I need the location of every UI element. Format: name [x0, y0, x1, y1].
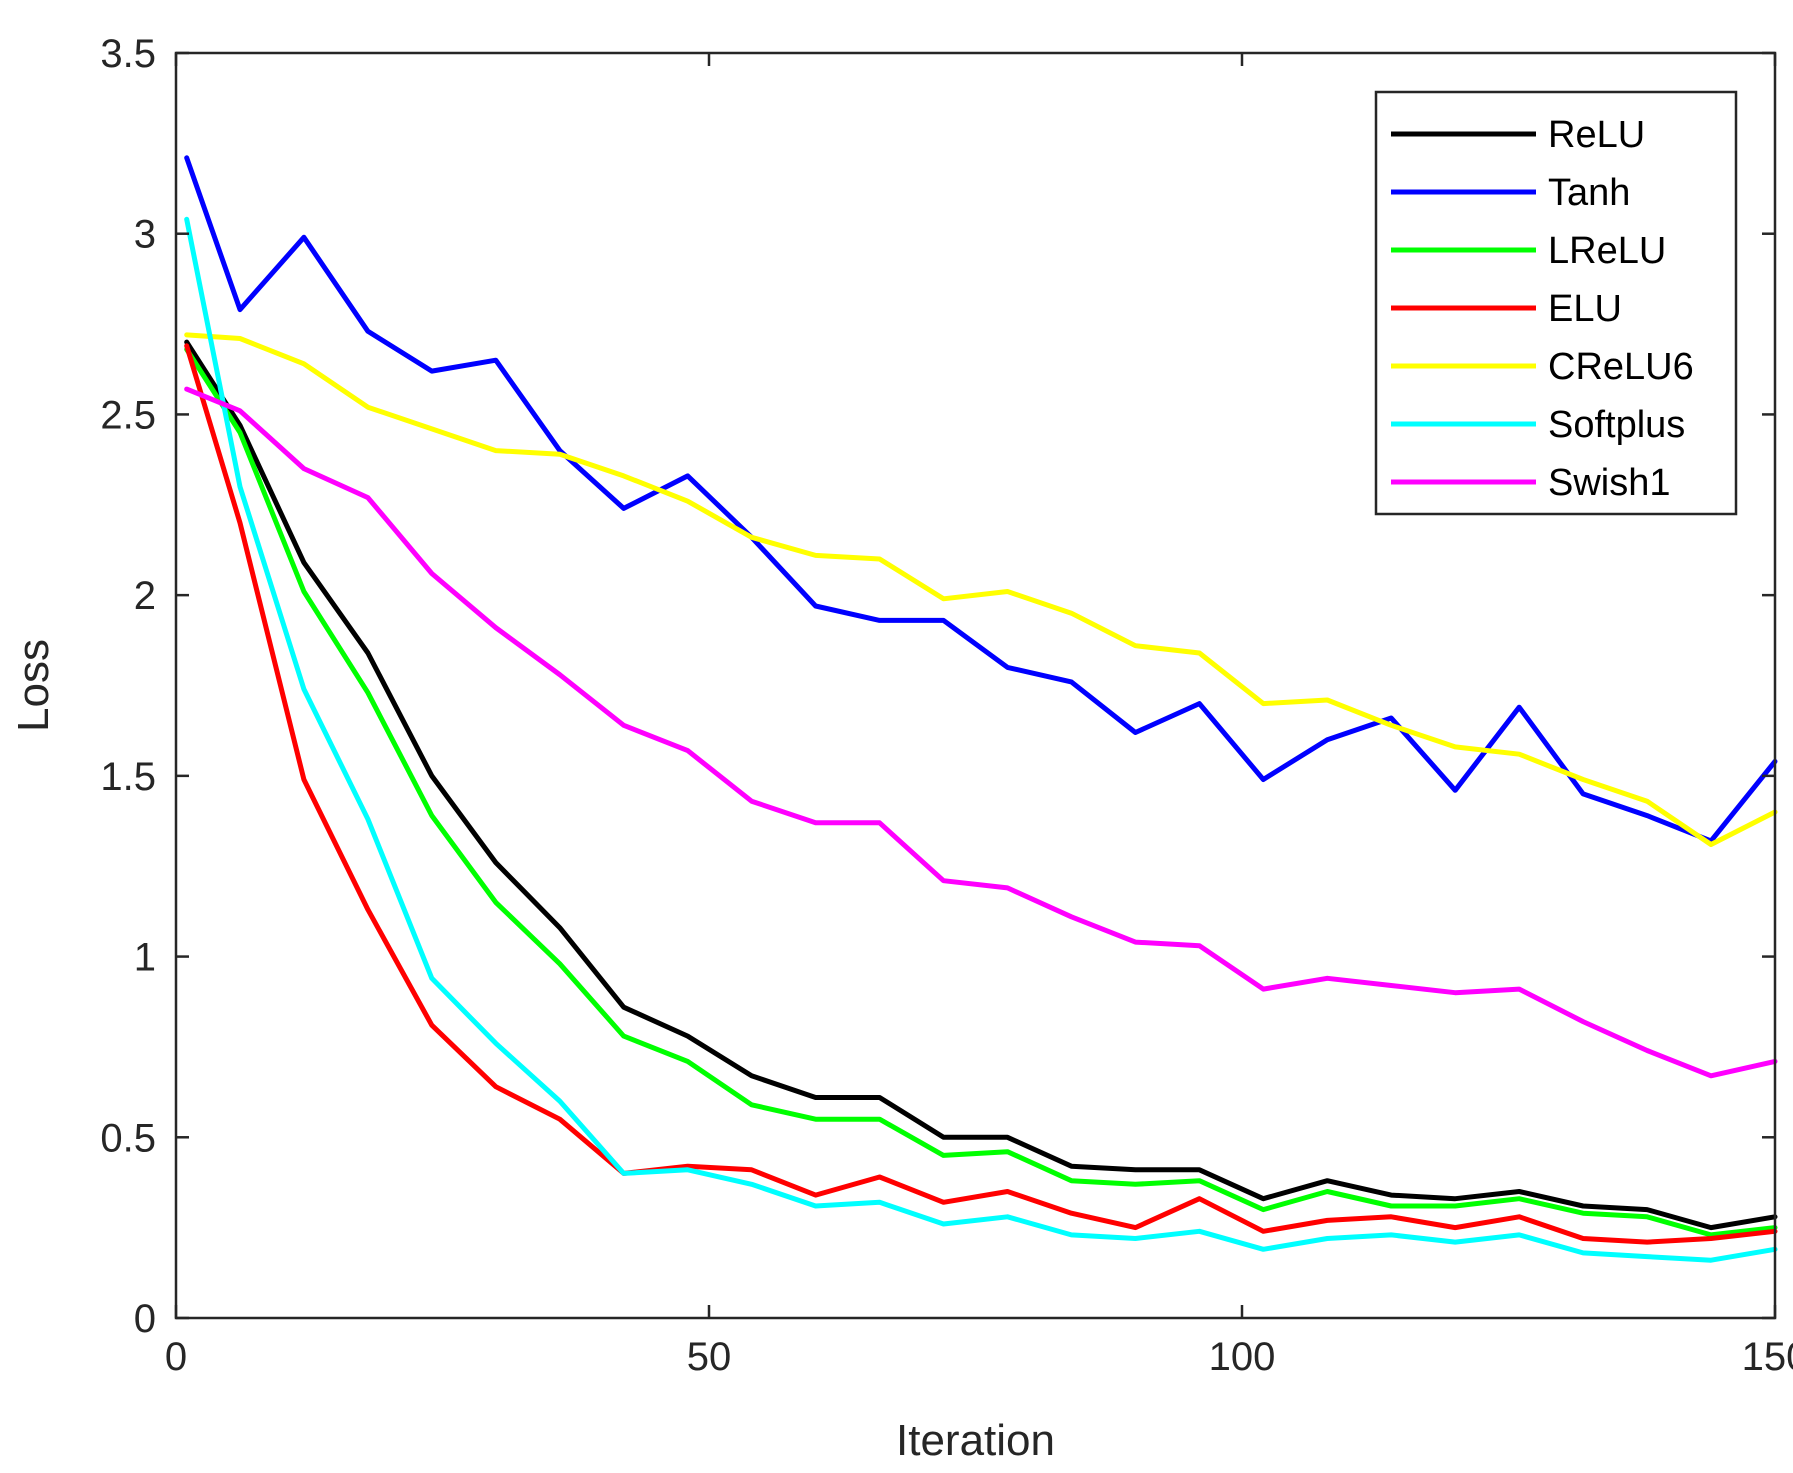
legend-label-tanh: Tanh — [1548, 172, 1630, 214]
plot-area-frame — [174, 51, 1777, 1320]
x-tick-label: 50 — [687, 1335, 732, 1379]
legend-label-relu: ReLU — [1548, 114, 1645, 156]
y-tick-label: 0.5 — [100, 1116, 156, 1160]
series-line-relu — [184, 339, 1778, 1231]
x-tick-label: 100 — [1209, 1335, 1276, 1379]
series-line-swish1 — [184, 386, 1778, 1079]
y-tick-label: 3 — [134, 213, 156, 257]
y-tick-label: 1.5 — [100, 755, 156, 799]
y-tick-label: 2 — [134, 574, 156, 618]
x-tick-label: 150 — [1742, 1335, 1793, 1379]
legend-box — [1374, 90, 1738, 516]
series-line-tanh — [184, 155, 1778, 844]
series-line-lrelu — [184, 346, 1778, 1238]
legend-label-swish1: Swish1 — [1548, 462, 1671, 504]
y-tick-label: 1 — [134, 936, 156, 980]
legend-label-elu: ELU — [1548, 288, 1622, 330]
series-layer — [184, 155, 1778, 1263]
y-axis-title: Loss — [9, 639, 58, 732]
ticks-layer: 0 50 100 150 0 0.5 1 1.5 2 2.5 3 3.5 — [100, 32, 1793, 1379]
series-line-crelu6 — [184, 332, 1778, 847]
legend-label-softplus: Softplus — [1548, 404, 1685, 446]
legend-label-crelu6: CReLU6 — [1548, 346, 1694, 388]
y-tick-label: 3.5 — [100, 32, 156, 76]
x-tick-label: 0 — [165, 1335, 187, 1379]
x-axis-title: Iteration — [896, 1416, 1055, 1465]
legend: ReLU Tanh LReLU ELU CReLU6 Softplus Swish1 — [1374, 90, 1738, 516]
y-tick-label: 0 — [134, 1297, 156, 1341]
series-line-elu — [184, 343, 1778, 1245]
legend-label-lrelu: LReLU — [1548, 230, 1666, 272]
series-line-softplus — [184, 216, 1778, 1263]
y-tick-label: 2.5 — [100, 393, 156, 437]
